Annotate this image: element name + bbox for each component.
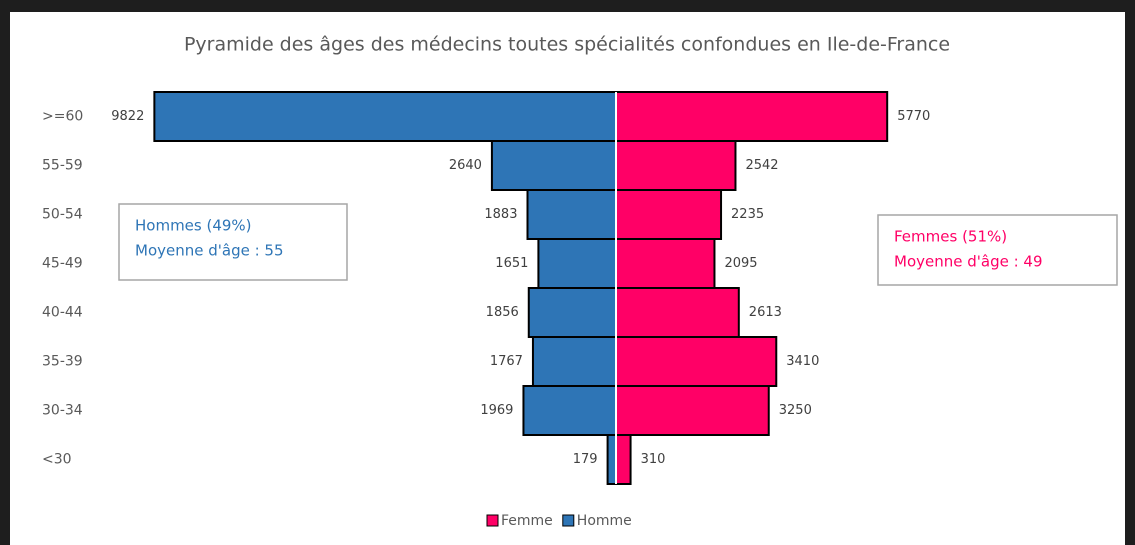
data-label: 2542 (745, 158, 778, 173)
data-label: 2235 (731, 207, 764, 222)
data-label: 1883 (484, 207, 517, 222)
y-tick-label: 35-39 (42, 354, 83, 370)
data-label: 1856 (486, 305, 519, 320)
data-label: 1969 (480, 403, 513, 418)
bar (606, 434, 617, 485)
y-tick-label: 50-54 (42, 207, 83, 223)
bar (615, 336, 778, 387)
data-label: 179 (573, 452, 598, 467)
bar (531, 336, 617, 387)
bar (527, 287, 618, 338)
data-label: 1651 (495, 256, 528, 271)
bar (522, 385, 617, 436)
bar (153, 91, 617, 142)
data-label: 9822 (111, 109, 144, 124)
bar (526, 189, 618, 240)
bar (615, 287, 740, 338)
y-tick-label: 55-59 (42, 158, 83, 174)
annotation: Moyenne d'âge : 55 (135, 242, 284, 260)
chart-title: Pyramide des âges des médecins toutes sp… (184, 34, 950, 56)
annotation-box (118, 203, 348, 281)
legend-label: Femme (501, 513, 553, 529)
data-label: 3410 (786, 354, 819, 369)
data-label: 3250 (779, 403, 812, 418)
bar (537, 238, 618, 289)
annotation: Hommes (49%) (135, 217, 252, 235)
data-label: 5770 (897, 109, 930, 124)
legend-swatch (486, 514, 499, 527)
y-tick-label: 40-44 (42, 305, 83, 321)
annotation: Femmes (51%) (894, 228, 1007, 246)
annotation-box (877, 214, 1118, 286)
bar (615, 189, 723, 240)
legend-label: Homme (577, 513, 632, 529)
y-tick-label: 45-49 (42, 256, 83, 272)
y-tick-label: >=60 (42, 109, 83, 125)
legend-swatch (562, 514, 575, 527)
y-tick-label: <30 (42, 452, 72, 468)
bar (615, 91, 889, 142)
y-tick-label: 30-34 (42, 403, 83, 419)
data-label: 2095 (724, 256, 757, 271)
data-label: 310 (641, 452, 666, 467)
bar (615, 238, 716, 289)
data-label: 1767 (490, 354, 523, 369)
data-label: 2613 (749, 305, 782, 320)
bar (615, 140, 737, 191)
annotation: Moyenne d'âge : 49 (894, 253, 1043, 271)
bar (615, 434, 632, 485)
bar (615, 385, 770, 436)
data-label: 2640 (449, 158, 482, 173)
bar (490, 140, 618, 191)
